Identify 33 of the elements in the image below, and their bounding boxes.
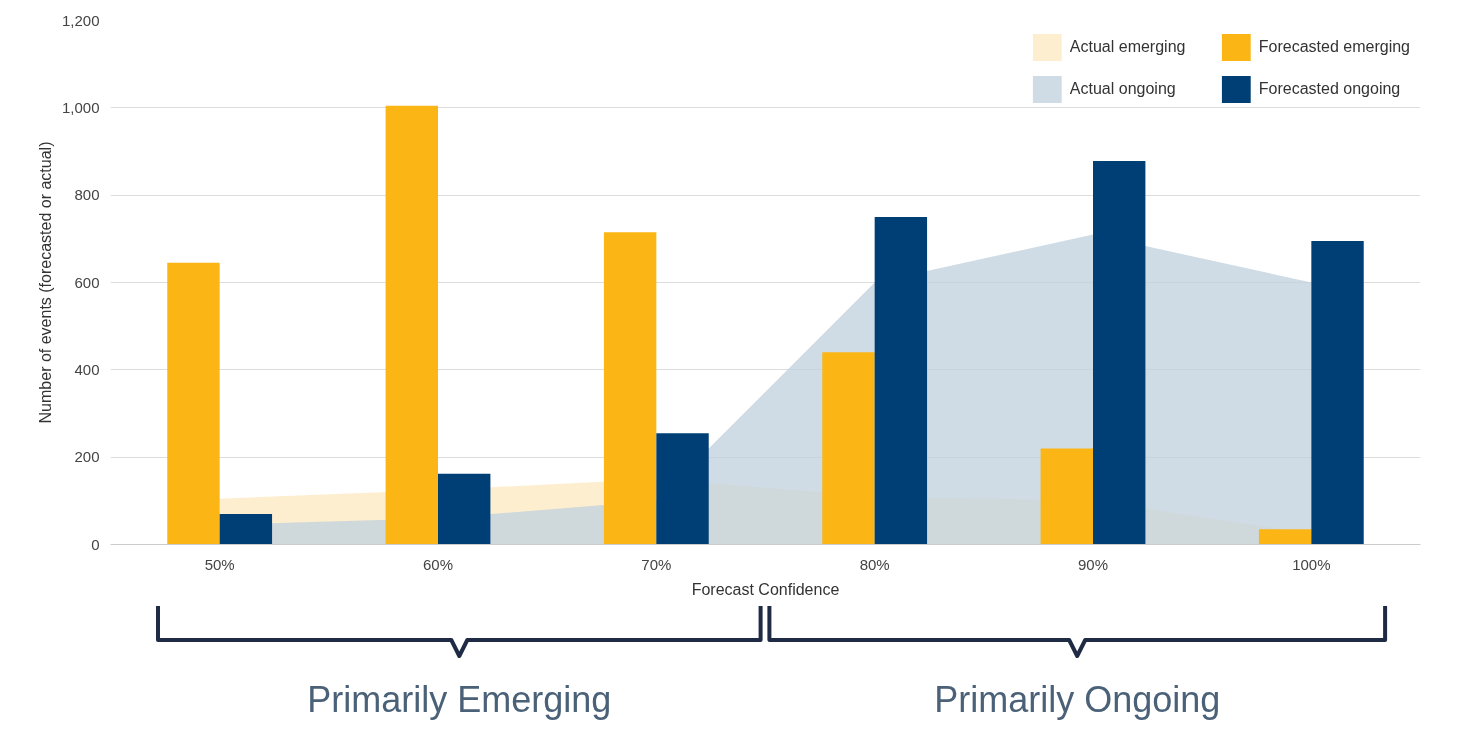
legend-label: Actual emerging <box>1069 38 1187 56</box>
y-axis-title: Number of events (forecasted or actual) <box>36 141 54 424</box>
bar <box>1093 161 1146 545</box>
bar <box>1258 529 1312 545</box>
bar <box>874 217 928 545</box>
bar <box>438 473 491 545</box>
text: Primarily Emerging <box>307 679 612 720</box>
legend-label: Actual ongoing <box>1069 80 1177 98</box>
y-tick-label: 1,200 <box>61 11 100 29</box>
legend-label: Forecasted emerging <box>1258 38 1410 56</box>
y-tick-label: 400 <box>74 360 100 378</box>
legend-label: Forecasted ongoing <box>1258 80 1401 98</box>
x-tick-label: 50% <box>204 555 235 573</box>
y-tick-label: 600 <box>74 273 100 291</box>
bar <box>219 513 273 545</box>
bar <box>385 105 438 545</box>
text: Primarily Ongoing <box>934 679 1221 720</box>
x-tick-label: 60% <box>422 555 454 573</box>
x-tick-label: 70% <box>641 555 672 573</box>
bar <box>656 433 709 545</box>
x-axis-title: Forecast Confidence <box>691 580 840 598</box>
y-tick-label: 0 <box>91 535 100 553</box>
bar <box>1311 241 1364 545</box>
x-tick-label: 100% <box>1292 555 1331 573</box>
x-tick-label: 80% <box>859 555 890 573</box>
bar <box>603 232 657 545</box>
x-tick-label: 90% <box>1077 555 1109 573</box>
bar <box>822 352 875 545</box>
bar <box>1040 448 1093 545</box>
y-tick-label: 200 <box>74 448 100 466</box>
y-tick-label: 800 <box>74 186 100 204</box>
y-tick-label: 1,000 <box>61 98 100 116</box>
bar <box>167 262 220 545</box>
